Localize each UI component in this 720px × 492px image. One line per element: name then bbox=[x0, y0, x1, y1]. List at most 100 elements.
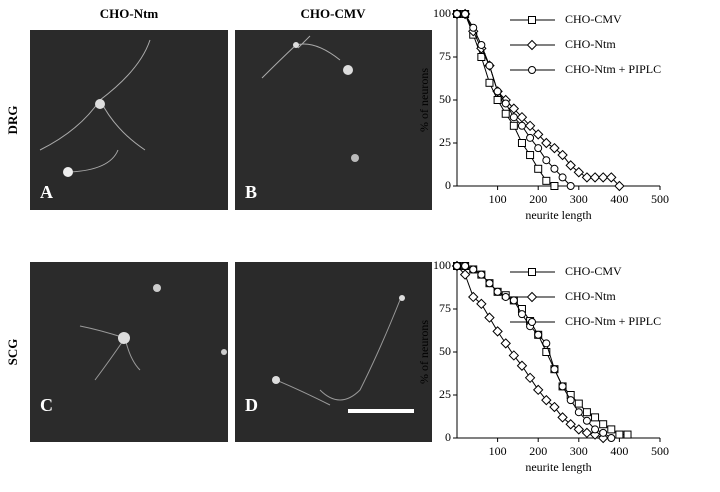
data-point bbox=[597, 172, 609, 183]
data-point bbox=[623, 430, 632, 439]
data-point bbox=[534, 330, 543, 339]
y-tick-label: 25 bbox=[439, 135, 451, 149]
data-point bbox=[542, 176, 551, 185]
legend-marker bbox=[528, 318, 536, 326]
data-point bbox=[550, 182, 559, 190]
y-axis-label: % of neurons bbox=[417, 320, 431, 384]
data-point bbox=[557, 412, 568, 423]
data-point bbox=[549, 401, 560, 413]
data-point bbox=[508, 103, 520, 114]
data-point bbox=[526, 151, 535, 160]
data-point bbox=[558, 382, 567, 391]
data-point bbox=[541, 394, 552, 406]
x-tick-label: 500 bbox=[651, 192, 669, 206]
data-point bbox=[477, 270, 486, 279]
data-point bbox=[573, 424, 585, 435]
y-axis-label: % of neurons bbox=[417, 68, 431, 132]
column-label: CHO-Ntm bbox=[100, 6, 159, 21]
data-point bbox=[607, 434, 616, 442]
data-point bbox=[459, 269, 471, 280]
x-tick-label: 400 bbox=[610, 192, 628, 206]
data-point bbox=[549, 142, 560, 154]
data-point bbox=[542, 339, 551, 348]
panel-label: B bbox=[245, 182, 257, 202]
data-point bbox=[558, 173, 567, 182]
data-point bbox=[574, 408, 583, 417]
data-point bbox=[581, 427, 593, 439]
data-point bbox=[526, 133, 535, 142]
y-tick-label: 50 bbox=[439, 92, 451, 106]
data-point bbox=[524, 372, 536, 384]
x-tick-label: 300 bbox=[570, 444, 588, 458]
data-point bbox=[557, 149, 568, 161]
data-point bbox=[461, 10, 470, 18]
data-point bbox=[581, 172, 593, 183]
data-point bbox=[534, 164, 543, 173]
data-point bbox=[542, 156, 551, 165]
x-tick-label: 500 bbox=[651, 444, 669, 458]
y-tick-label: 0 bbox=[445, 430, 451, 444]
legend-label: CHO-Ntm + PIPLC bbox=[565, 62, 661, 76]
row-label: SCG bbox=[5, 339, 20, 366]
y-tick-label: 25 bbox=[439, 387, 451, 401]
data-point bbox=[500, 338, 511, 349]
data-point bbox=[566, 396, 575, 405]
data-point bbox=[501, 109, 510, 118]
data-point bbox=[477, 40, 486, 49]
data-point bbox=[591, 425, 600, 434]
data-point bbox=[493, 96, 502, 104]
x-axis-label: neurite length bbox=[525, 208, 591, 222]
legend-marker bbox=[528, 66, 536, 74]
y-tick-label: 75 bbox=[439, 301, 451, 315]
data-point bbox=[614, 180, 625, 192]
legend-marker bbox=[526, 39, 538, 51]
data-point bbox=[485, 61, 494, 70]
data-point bbox=[532, 384, 544, 396]
data-point bbox=[565, 160, 576, 171]
data-point bbox=[582, 416, 591, 425]
data-point bbox=[509, 113, 518, 122]
y-tick-label: 0 bbox=[445, 178, 451, 192]
data-point bbox=[501, 292, 510, 301]
data-point bbox=[509, 121, 518, 130]
data-point bbox=[607, 425, 616, 434]
data-point bbox=[493, 87, 502, 96]
data-point bbox=[453, 10, 461, 18]
data-point bbox=[501, 99, 510, 108]
data-point bbox=[534, 144, 543, 153]
data-point bbox=[591, 413, 600, 422]
data-point bbox=[582, 408, 591, 417]
data-point bbox=[550, 365, 559, 374]
data-point bbox=[599, 428, 608, 437]
data-point bbox=[573, 167, 585, 178]
data-point bbox=[508, 350, 520, 361]
data-point bbox=[574, 399, 583, 408]
x-axis-label: neurite length bbox=[525, 460, 591, 474]
legend-marker bbox=[528, 16, 536, 24]
data-point bbox=[484, 312, 495, 323]
data-point bbox=[485, 279, 494, 288]
legend-marker bbox=[526, 291, 538, 303]
data-point bbox=[542, 348, 551, 356]
micrograph: C bbox=[30, 262, 228, 442]
x-tick-label: 100 bbox=[489, 444, 507, 458]
micrograph: B bbox=[235, 30, 432, 210]
x-tick-label: 200 bbox=[529, 192, 547, 206]
y-tick-label: 50 bbox=[439, 344, 451, 358]
data-point bbox=[541, 137, 552, 149]
data-point bbox=[589, 172, 601, 183]
legend-label: CHO-CMV bbox=[565, 264, 622, 278]
panel-label: D bbox=[245, 395, 258, 415]
panel-label: A bbox=[40, 182, 53, 202]
data-point bbox=[524, 120, 536, 132]
data-point bbox=[516, 111, 528, 123]
y-tick-label: 100 bbox=[433, 258, 451, 272]
data-point bbox=[453, 262, 461, 270]
data-point bbox=[532, 129, 544, 140]
data-point bbox=[565, 419, 576, 430]
data-point bbox=[476, 298, 487, 310]
data-point bbox=[469, 23, 478, 32]
y-tick-label: 75 bbox=[439, 49, 451, 63]
x-tick-label: 300 bbox=[570, 192, 588, 206]
